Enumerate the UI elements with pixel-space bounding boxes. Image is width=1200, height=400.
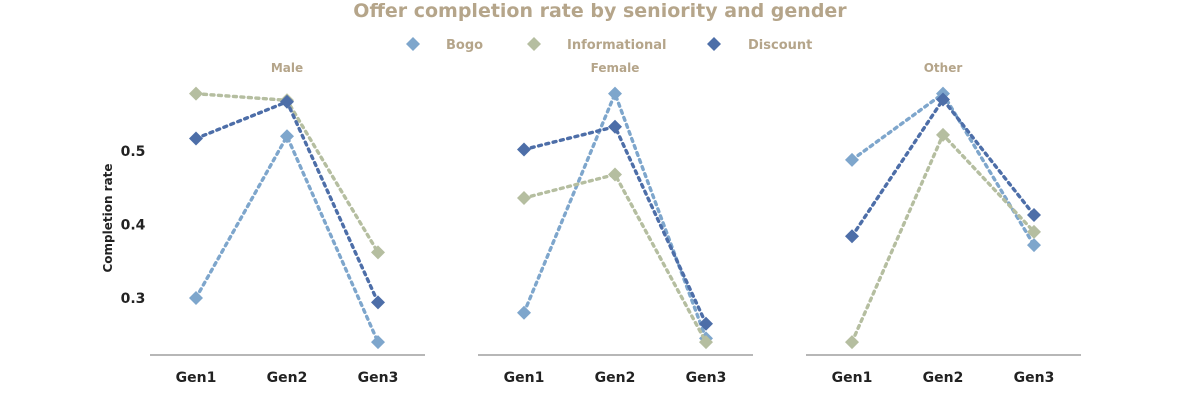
data-point-discount (517, 142, 531, 157)
y-axis-ticks: 0.3 0.4 0.5 (121, 144, 146, 307)
panel-other: Other Gen1 Gen2 Gen3 (806, 61, 1081, 386)
data-point-bogo (845, 152, 859, 167)
data-point-informational (1027, 224, 1041, 239)
data-point-discount (189, 131, 203, 146)
data-point-bogo (608, 86, 622, 101)
data-point-discount (699, 316, 713, 331)
series-line-informational (850, 131, 1036, 344)
series-discount (517, 119, 713, 331)
series-bogo (845, 86, 1041, 253)
chart-title: Offer completion rate by seniority and g… (353, 0, 847, 22)
series-line-discount (850, 96, 1036, 239)
legend-item-discount: Discount (707, 37, 812, 53)
data-point-informational (936, 127, 950, 142)
legend-marker-bogo (406, 37, 420, 51)
series-informational (189, 86, 385, 260)
series-line-discount (522, 124, 708, 326)
data-point-bogo (280, 129, 294, 144)
series-bogo (189, 129, 385, 350)
data-point-bogo (189, 291, 203, 305)
data-point-informational (517, 191, 531, 206)
panel-male: Male Gen1 Gen2 Gen3 (150, 61, 425, 386)
panel-female: Female Gen1 Gen2 Gen3 (478, 61, 753, 386)
x-tick-label: Gen1 (176, 370, 217, 386)
data-point-informational (845, 335, 859, 350)
x-tick-label: Gen2 (595, 370, 636, 386)
data-point-discount (371, 295, 385, 310)
series-line-bogo (194, 132, 380, 344)
series-line-bogo (850, 91, 1036, 247)
legend-label-bogo: Bogo (446, 38, 483, 53)
legend-item-bogo: Bogo (406, 37, 483, 53)
panels: Male Gen1 Gen2 Gen3 Female Gen1 Gen2 Gen3 Other G… (150, 61, 1081, 386)
data-point-informational (371, 245, 385, 260)
legend-item-informational: Informational (527, 37, 667, 53)
y-axis-label: Completion rate (101, 163, 115, 272)
series-discount (845, 92, 1041, 244)
y-tick-label: 0.4 (121, 218, 146, 234)
x-tick-label: Gen3 (358, 370, 399, 386)
data-point-discount (936, 92, 950, 107)
x-tick-label: Gen1 (504, 370, 545, 386)
series-line-informational (522, 172, 708, 344)
series-informational (517, 167, 713, 350)
x-tick-label: Gen1 (832, 370, 873, 386)
data-point-discount (845, 229, 859, 244)
legend: Bogo Informational Discount (406, 37, 812, 53)
series-discount (189, 94, 385, 310)
panel-title: Other (924, 61, 963, 75)
x-tick-label: Gen2 (267, 370, 308, 386)
data-point-discount (608, 119, 622, 134)
y-tick-label: 0.5 (121, 144, 146, 160)
data-point-informational (699, 335, 713, 350)
y-tick-label: 0.3 (121, 291, 146, 307)
data-point-informational (608, 167, 622, 182)
x-tick-label: Gen2 (923, 370, 964, 386)
legend-label-informational: Informational (567, 38, 667, 53)
data-point-bogo (1027, 238, 1041, 253)
series-line-informational (194, 91, 380, 255)
legend-label-discount: Discount (748, 38, 812, 53)
x-tick-label: Gen3 (1014, 370, 1055, 386)
panel-title: Male (271, 61, 303, 75)
x-tick-label: Gen3 (686, 370, 727, 386)
series-informational (845, 127, 1041, 350)
legend-marker-discount (707, 37, 721, 51)
data-point-bogo (371, 335, 385, 350)
data-point-bogo (517, 305, 531, 320)
data-point-discount (1027, 207, 1041, 222)
panel-title: Female (591, 61, 640, 75)
data-point-informational (189, 86, 203, 101)
data-point-discount (280, 94, 294, 109)
legend-marker-informational (527, 37, 541, 51)
